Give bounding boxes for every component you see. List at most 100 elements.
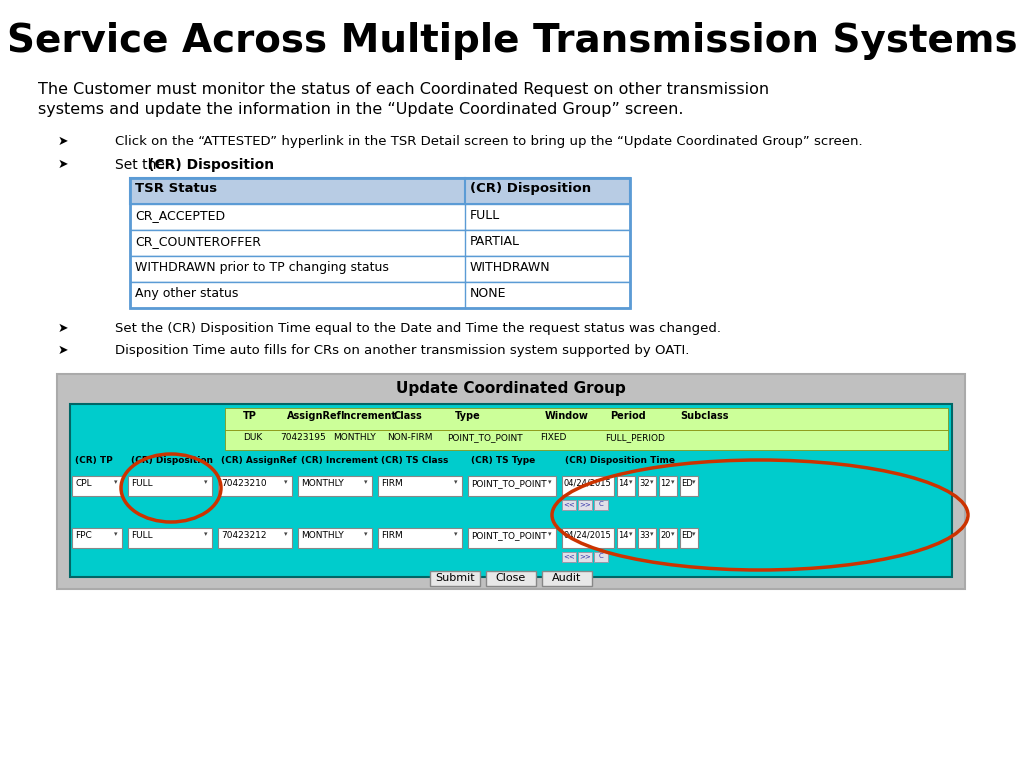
- Text: ED: ED: [681, 479, 693, 488]
- FancyBboxPatch shape: [562, 528, 614, 548]
- Text: CPL: CPL: [75, 479, 91, 488]
- Text: (CR) TS Class: (CR) TS Class: [381, 456, 449, 465]
- Text: ▾: ▾: [204, 531, 208, 537]
- Text: Increment: Increment: [340, 411, 396, 421]
- Text: ▾: ▾: [364, 531, 368, 537]
- Text: ED: ED: [681, 531, 693, 540]
- FancyBboxPatch shape: [225, 408, 948, 430]
- Text: 70423210: 70423210: [221, 479, 266, 488]
- FancyBboxPatch shape: [72, 476, 122, 496]
- FancyBboxPatch shape: [218, 528, 292, 548]
- Text: Audit: Audit: [552, 573, 582, 583]
- Text: FIRM: FIRM: [381, 479, 402, 488]
- Text: Close: Close: [496, 573, 526, 583]
- Text: ▾: ▾: [629, 531, 633, 537]
- Text: TSR Status: TSR Status: [135, 182, 217, 195]
- FancyBboxPatch shape: [468, 476, 556, 496]
- FancyBboxPatch shape: [542, 571, 592, 586]
- Text: ▾: ▾: [284, 479, 288, 485]
- Text: ▾: ▾: [671, 531, 675, 537]
- Text: FULL: FULL: [131, 531, 153, 540]
- FancyBboxPatch shape: [659, 528, 677, 548]
- FancyBboxPatch shape: [298, 528, 372, 548]
- Text: POINT_TO_POINT: POINT_TO_POINT: [471, 479, 547, 488]
- Text: (CR) AssignRef: (CR) AssignRef: [221, 456, 297, 465]
- FancyBboxPatch shape: [638, 476, 656, 496]
- Text: Update Coordinated Group: Update Coordinated Group: [396, 381, 626, 396]
- Text: ➤: ➤: [58, 158, 69, 171]
- Text: ▾: ▾: [548, 479, 552, 485]
- Text: (CR) Disposition Time: (CR) Disposition Time: [565, 456, 675, 465]
- FancyBboxPatch shape: [130, 204, 630, 230]
- Text: Subclass: Subclass: [680, 411, 728, 421]
- FancyBboxPatch shape: [486, 571, 536, 586]
- Text: Submit: Submit: [435, 573, 475, 583]
- FancyBboxPatch shape: [70, 404, 952, 577]
- Text: ➤: ➤: [58, 322, 69, 335]
- FancyBboxPatch shape: [562, 476, 614, 496]
- FancyBboxPatch shape: [57, 374, 965, 589]
- Text: ▾: ▾: [692, 531, 695, 537]
- Text: ▾: ▾: [548, 531, 552, 537]
- FancyBboxPatch shape: [638, 528, 656, 548]
- FancyBboxPatch shape: [130, 282, 630, 308]
- Text: WITHDRAWN: WITHDRAWN: [470, 261, 551, 274]
- FancyBboxPatch shape: [680, 476, 698, 496]
- Text: PARTIAL: PARTIAL: [470, 235, 520, 248]
- Text: ➤: ➤: [58, 135, 69, 148]
- FancyBboxPatch shape: [594, 500, 608, 510]
- FancyBboxPatch shape: [128, 528, 212, 548]
- Text: 04/24/2015: 04/24/2015: [564, 479, 611, 488]
- Text: FULL: FULL: [131, 479, 153, 488]
- Text: POINT_TO_POINT: POINT_TO_POINT: [471, 531, 547, 540]
- Text: <<: <<: [563, 553, 574, 559]
- Text: ▾: ▾: [650, 531, 653, 537]
- Text: POINT_TO_POINT: POINT_TO_POINT: [447, 433, 522, 442]
- FancyBboxPatch shape: [128, 476, 212, 496]
- Text: NON-FIRM: NON-FIRM: [387, 433, 432, 442]
- FancyBboxPatch shape: [225, 430, 948, 450]
- FancyBboxPatch shape: [680, 528, 698, 548]
- Text: ▾: ▾: [204, 479, 208, 485]
- Text: Set the: Set the: [115, 158, 169, 172]
- FancyBboxPatch shape: [130, 256, 630, 282]
- FancyBboxPatch shape: [130, 230, 630, 256]
- Text: 32: 32: [639, 479, 649, 488]
- FancyBboxPatch shape: [130, 178, 630, 204]
- Text: MONTHLY: MONTHLY: [301, 479, 344, 488]
- Text: (CR) Disposition: (CR) Disposition: [148, 158, 274, 172]
- FancyBboxPatch shape: [298, 476, 372, 496]
- Text: ▾: ▾: [692, 479, 695, 485]
- Text: MONTHLY: MONTHLY: [333, 433, 376, 442]
- Text: ▾: ▾: [629, 479, 633, 485]
- Text: Any other status: Any other status: [135, 287, 239, 300]
- FancyBboxPatch shape: [562, 552, 575, 562]
- Text: 12: 12: [660, 479, 671, 488]
- Text: Class: Class: [393, 411, 422, 421]
- Text: ▾: ▾: [650, 479, 653, 485]
- Text: Service Across Multiple Transmission Systems: Service Across Multiple Transmission Sys…: [7, 22, 1017, 60]
- Text: 70423212: 70423212: [221, 531, 266, 540]
- Text: Window: Window: [545, 411, 589, 421]
- Text: TP: TP: [243, 411, 257, 421]
- FancyBboxPatch shape: [218, 476, 292, 496]
- FancyBboxPatch shape: [562, 500, 575, 510]
- Text: FULL: FULL: [470, 209, 501, 222]
- Text: ▾: ▾: [454, 479, 458, 485]
- Text: ▾: ▾: [114, 479, 118, 485]
- Text: ➤: ➤: [58, 344, 69, 357]
- Text: AssignRef: AssignRef: [287, 411, 342, 421]
- Text: (CR) TS Type: (CR) TS Type: [471, 456, 536, 465]
- Text: Click on the “ATTESTED” hyperlink in the TSR Detail screen to bring up the “Upda: Click on the “ATTESTED” hyperlink in the…: [115, 135, 862, 148]
- Text: >>: >>: [580, 501, 591, 507]
- Text: CR_ACCEPTED: CR_ACCEPTED: [135, 209, 225, 222]
- Text: C: C: [599, 553, 603, 559]
- FancyBboxPatch shape: [578, 500, 592, 510]
- Text: FIRM: FIRM: [381, 531, 402, 540]
- FancyBboxPatch shape: [659, 476, 677, 496]
- Text: C: C: [599, 501, 603, 507]
- Text: CR_COUNTEROFFER: CR_COUNTEROFFER: [135, 235, 261, 248]
- FancyBboxPatch shape: [578, 552, 592, 562]
- Text: The Customer must monitor the status of each Coordinated Request on other transm: The Customer must monitor the status of …: [38, 82, 769, 97]
- FancyBboxPatch shape: [378, 476, 462, 496]
